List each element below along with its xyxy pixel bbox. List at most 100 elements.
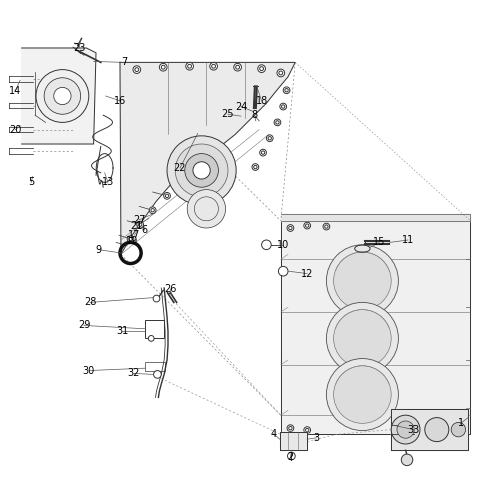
Circle shape	[425, 418, 449, 442]
Circle shape	[236, 65, 240, 69]
Text: 4: 4	[271, 429, 276, 439]
Text: 2: 2	[287, 452, 294, 462]
Circle shape	[188, 64, 192, 68]
Text: 8: 8	[252, 110, 257, 120]
Circle shape	[36, 70, 89, 122]
Bar	[145, 320, 164, 338]
Circle shape	[165, 194, 169, 198]
Circle shape	[159, 63, 167, 71]
Circle shape	[285, 88, 288, 92]
Circle shape	[44, 78, 81, 114]
Circle shape	[54, 87, 71, 105]
Circle shape	[280, 103, 287, 110]
Circle shape	[334, 252, 391, 310]
Circle shape	[149, 207, 156, 214]
Circle shape	[167, 136, 236, 205]
Circle shape	[187, 190, 226, 228]
Circle shape	[278, 266, 288, 276]
Circle shape	[234, 63, 241, 71]
Circle shape	[261, 151, 265, 155]
Circle shape	[153, 295, 160, 302]
Circle shape	[137, 221, 144, 228]
Text: 19: 19	[126, 236, 138, 246]
Text: 11: 11	[402, 235, 414, 245]
Circle shape	[283, 87, 290, 94]
Polygon shape	[391, 409, 468, 450]
Circle shape	[193, 162, 210, 179]
Text: 29: 29	[78, 321, 90, 330]
Circle shape	[304, 427, 311, 433]
Circle shape	[260, 149, 266, 156]
Circle shape	[127, 236, 134, 242]
Circle shape	[210, 62, 217, 70]
Polygon shape	[281, 221, 470, 434]
Bar	[145, 362, 165, 371]
Circle shape	[262, 240, 271, 250]
Text: 22: 22	[174, 163, 186, 173]
Circle shape	[274, 119, 281, 126]
Circle shape	[276, 120, 279, 124]
Circle shape	[451, 422, 466, 437]
Polygon shape	[22, 48, 96, 144]
Circle shape	[287, 425, 294, 432]
Text: 15: 15	[373, 238, 385, 247]
Text: 14: 14	[9, 86, 22, 96]
Circle shape	[138, 223, 142, 227]
Circle shape	[334, 310, 391, 367]
Circle shape	[305, 429, 309, 432]
Circle shape	[253, 165, 257, 168]
Circle shape	[326, 245, 398, 317]
Circle shape	[260, 67, 264, 71]
Circle shape	[281, 105, 285, 108]
Text: 6: 6	[141, 226, 147, 235]
Circle shape	[287, 225, 294, 231]
Text: 32: 32	[127, 369, 140, 378]
Text: 3: 3	[314, 433, 320, 443]
Circle shape	[325, 225, 328, 228]
Text: 18: 18	[255, 96, 268, 106]
Circle shape	[175, 144, 228, 197]
Text: 20: 20	[9, 125, 22, 134]
Polygon shape	[120, 62, 295, 254]
Circle shape	[133, 66, 141, 73]
Circle shape	[129, 237, 132, 241]
Polygon shape	[281, 214, 470, 221]
Text: 25: 25	[222, 109, 234, 119]
Text: 26: 26	[164, 284, 177, 294]
Text: 13: 13	[102, 178, 114, 187]
Circle shape	[185, 154, 218, 187]
Text: 21: 21	[131, 221, 143, 230]
Circle shape	[326, 359, 398, 431]
Circle shape	[268, 136, 272, 140]
Text: 5: 5	[28, 178, 35, 187]
Circle shape	[277, 69, 285, 77]
Circle shape	[266, 135, 273, 142]
Circle shape	[135, 68, 139, 72]
Text: 33: 33	[408, 425, 420, 434]
Circle shape	[334, 366, 391, 423]
Circle shape	[161, 65, 165, 69]
Text: 30: 30	[83, 366, 95, 375]
Circle shape	[397, 421, 414, 438]
Text: 27: 27	[133, 215, 145, 225]
Circle shape	[288, 427, 292, 430]
Circle shape	[304, 222, 311, 229]
Text: 23: 23	[73, 43, 85, 53]
Circle shape	[288, 452, 295, 460]
Text: 1: 1	[458, 419, 464, 428]
Text: 16: 16	[114, 96, 126, 106]
Polygon shape	[280, 432, 307, 450]
Circle shape	[305, 224, 309, 228]
Text: 31: 31	[116, 326, 129, 336]
Circle shape	[288, 227, 292, 230]
Text: 28: 28	[84, 298, 96, 307]
Circle shape	[151, 208, 155, 212]
Circle shape	[164, 192, 170, 199]
Circle shape	[323, 223, 330, 230]
Circle shape	[401, 454, 413, 466]
Text: 9: 9	[96, 245, 101, 254]
Text: 12: 12	[301, 269, 313, 278]
Circle shape	[154, 371, 161, 378]
Circle shape	[252, 164, 259, 170]
Text: 17: 17	[128, 230, 141, 240]
